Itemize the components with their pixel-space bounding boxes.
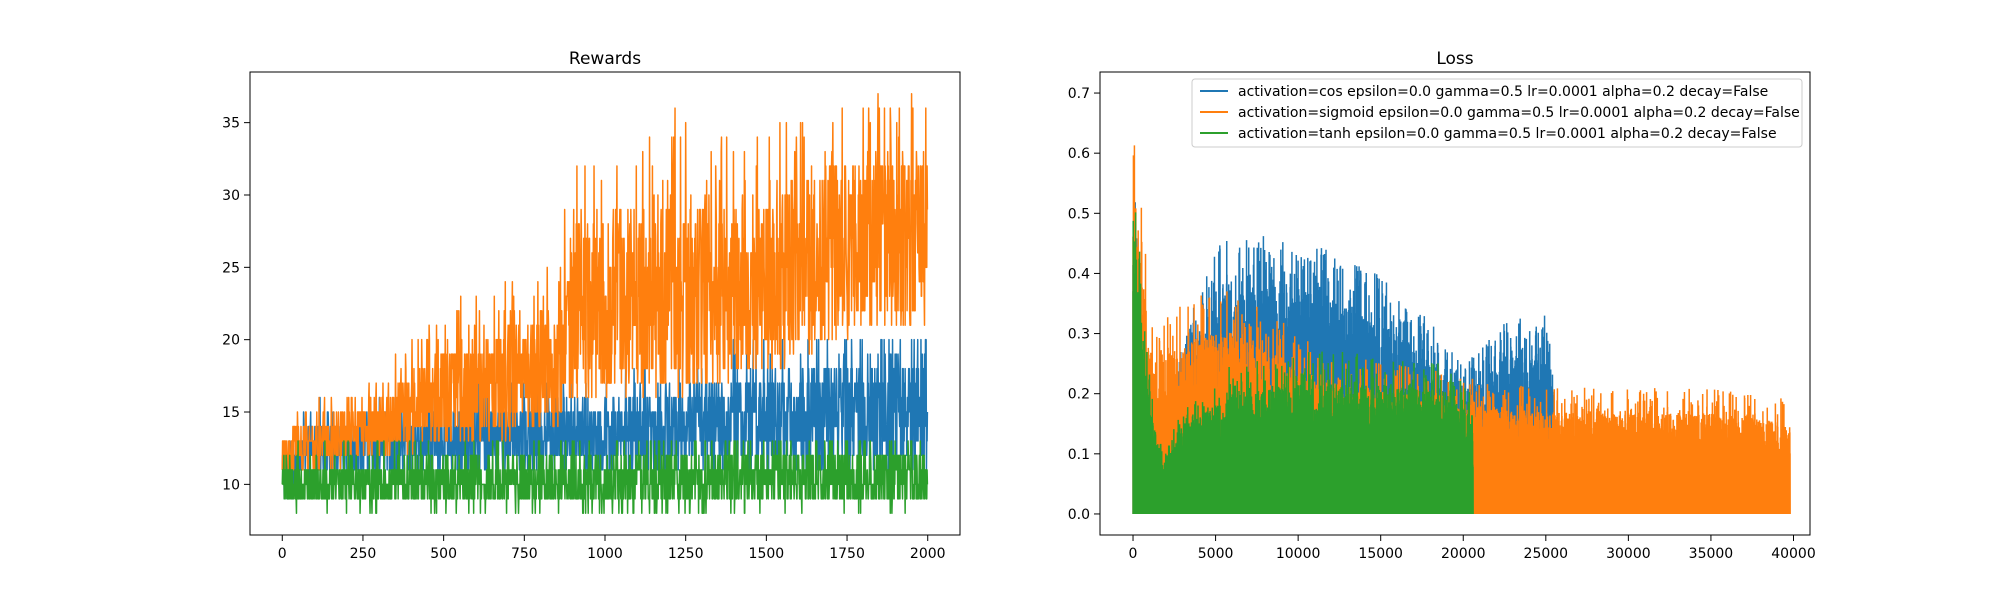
- rewards-x-tick-label: 250: [350, 546, 377, 562]
- rewards-y-tick-label: 30: [222, 188, 240, 204]
- rewards-axes: 0 250 500 750 1000 1250 1500 1750 2000 10 15 20 25 30…: [222, 116, 945, 562]
- loss-x-tick-label: 35000: [1689, 546, 1734, 562]
- legend-entry-sigmoid: activation=sigmoid epsilon=0.0 gamma=0.5…: [1200, 105, 1800, 121]
- loss-y-tick-label: 0.7: [1068, 86, 1090, 102]
- rewards-y-tick-label: 20: [222, 333, 240, 349]
- legend-entry-tanh: activation=tanh epsilon=0.0 gamma=0.5 lr…: [1200, 126, 1777, 142]
- loss-x-tick-label: 5000: [1198, 546, 1234, 562]
- rewards-x-tick-label: 750: [511, 546, 538, 562]
- loss-y-tick-label: 0.1: [1068, 447, 1090, 463]
- rewards-series-lines: [281, 92, 929, 515]
- loss-y-tick-label: 0.6: [1068, 146, 1090, 162]
- rewards-y-tick-label: 10: [222, 477, 240, 493]
- loss-x-tick-label: 15000: [1358, 546, 1403, 562]
- rewards-series-line: [281, 92, 929, 471]
- loss-plot-frame: [1099, 71, 1811, 536]
- rewards-chart: Rewards 0 250 500 750 1000 1250 1500 1750 2000 10…: [222, 49, 961, 562]
- loss-y-tick-label: 0.2: [1068, 387, 1090, 403]
- legend-label-sigmoid: activation=sigmoid epsilon=0.0 gamma=0.5…: [1238, 105, 1800, 121]
- loss-x-tick-label: 40000: [1771, 546, 1816, 562]
- loss-x-tick-label: 0: [1129, 546, 1138, 562]
- legend-entry-cos: activation=cos epsilon=0.0 gamma=0.5 lr=…: [1200, 84, 1768, 100]
- rewards-x-tick-label: 500: [430, 546, 457, 562]
- rewards-x-tick-label: 2000: [910, 546, 946, 562]
- rewards-x-tick-label: 1750: [829, 546, 865, 562]
- loss-chart-title: Loss: [1436, 49, 1473, 69]
- loss-chart: Loss 0 5000 10000 15000 20000 25000 30000 35000…: [1068, 49, 1816, 562]
- rewards-y-tick-label: 35: [222, 116, 240, 132]
- loss-y-tick-label: 0.4: [1068, 266, 1090, 282]
- rewards-series-line: [281, 440, 929, 515]
- rewards-y-tick-label: 15: [222, 405, 240, 421]
- rewards-x-tick-label: 0: [278, 546, 287, 562]
- legend-label-tanh: activation=tanh epsilon=0.0 gamma=0.5 lr…: [1238, 126, 1777, 142]
- loss-y-tick-label: 0.0: [1068, 507, 1090, 523]
- loss-axes: 0 5000 10000 15000 20000 25000 30000 35000 40000…: [1068, 86, 1816, 562]
- rewards-x-tick-label: 1250: [668, 546, 704, 562]
- loss-y-tick-label: 0.5: [1068, 206, 1090, 222]
- legend-label-cos: activation=cos epsilon=0.0 gamma=0.5 lr=…: [1238, 84, 1768, 100]
- rewards-y-tick-label: 25: [222, 260, 240, 276]
- loss-legend: activation=cos epsilon=0.0 gamma=0.5 lr=…: [1191, 78, 1803, 148]
- loss-y-tick-label: 0.3: [1068, 327, 1090, 343]
- loss-series-lines: [1132, 145, 1791, 514]
- loss-x-tick-label: 10000: [1276, 546, 1321, 562]
- loss-x-tick-label: 25000: [1524, 546, 1569, 562]
- loss-x-tick-label: 20000: [1441, 546, 1486, 562]
- loss-series-line: [1132, 212, 1474, 514]
- rewards-x-tick-label: 1500: [749, 546, 785, 562]
- legend-box: [1191, 78, 1803, 148]
- rewards-chart-title: Rewards: [569, 49, 641, 69]
- loss-x-tick-label: 30000: [1606, 546, 1651, 562]
- rewards-plot-frame: [249, 71, 961, 536]
- rewards-x-tick-label: 1000: [587, 546, 623, 562]
